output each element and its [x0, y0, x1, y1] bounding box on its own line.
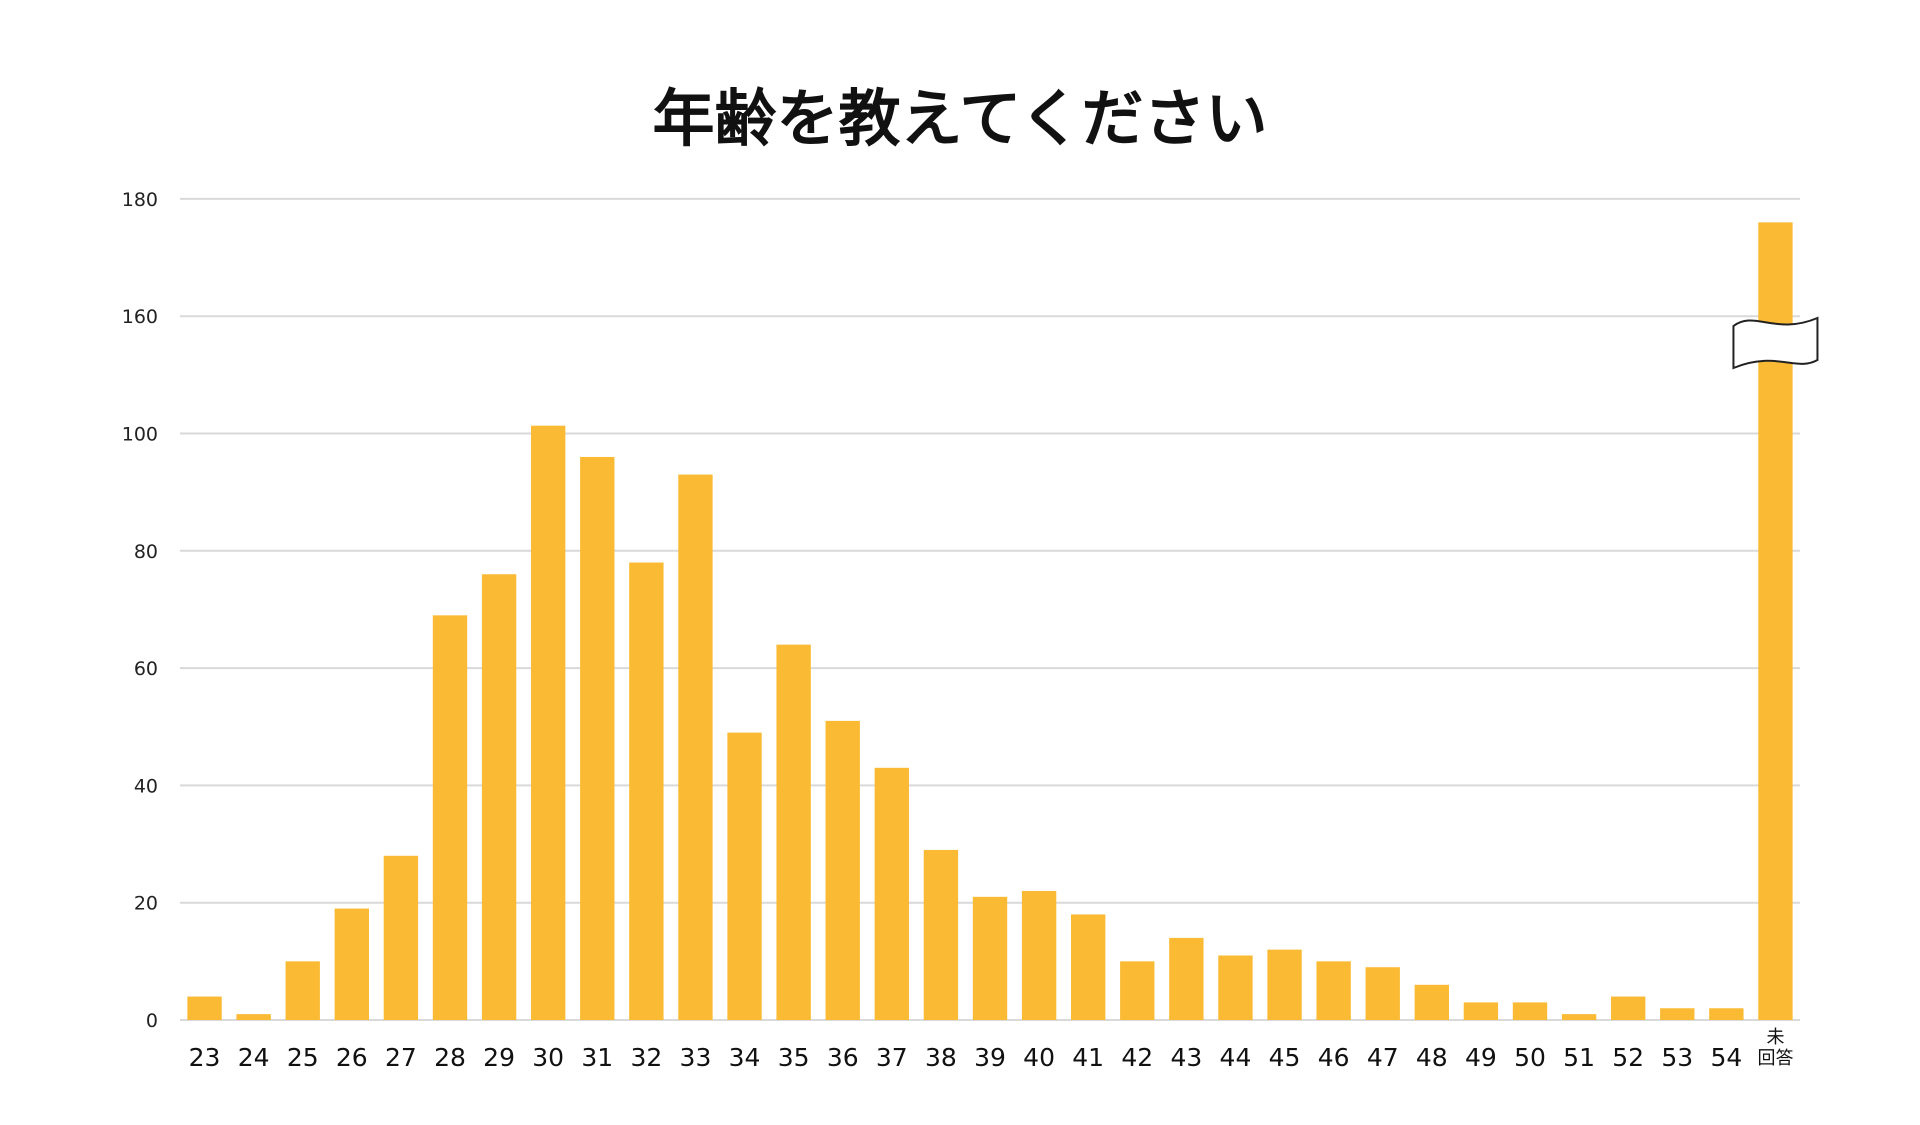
- bar: [874, 767, 909, 1020]
- bar: [923, 849, 959, 1020]
- y-axis-ticks: 0 20 40 60 80 100 160 180: [122, 189, 158, 1032]
- bar: [481, 574, 517, 1020]
- x-tick-label: 27: [385, 1043, 417, 1072]
- bar: [1463, 1002, 1499, 1020]
- bar: [1709, 1008, 1744, 1020]
- bar: [1611, 996, 1646, 1020]
- bar: [1267, 949, 1302, 1020]
- bar: [825, 720, 860, 1020]
- bar: [334, 908, 369, 1020]
- bar: [972, 896, 1008, 1020]
- x-tick-label: 41: [1072, 1043, 1104, 1072]
- x-tick-label: 35: [778, 1043, 810, 1072]
- bar: [236, 1014, 271, 1020]
- y-tick-label: 80: [134, 541, 158, 563]
- bar: [1169, 937, 1204, 1020]
- chart-title: 年齢を教えてください: [652, 82, 1267, 155]
- bar: [531, 425, 566, 1020]
- bar: [1071, 914, 1106, 1020]
- bar: [383, 855, 419, 1020]
- x-tick-label: 52: [1612, 1043, 1644, 1072]
- bar: [580, 456, 615, 1021]
- bar: [285, 961, 320, 1020]
- axis-break-marker: [1732, 316, 1819, 370]
- x-tick-label: 46: [1318, 1043, 1350, 1072]
- grid-lines: [180, 197, 1800, 1021]
- x-tick-label: 47: [1367, 1043, 1399, 1072]
- y-tick-label: 160: [122, 306, 158, 328]
- bar: [1021, 890, 1057, 1020]
- x-tick-label: 23: [189, 1043, 221, 1072]
- x-tick-label: 32: [630, 1043, 662, 1072]
- bar: [1218, 955, 1253, 1020]
- bar: [1660, 1008, 1695, 1020]
- x-tick-label: 48: [1416, 1043, 1448, 1072]
- x-tick-label: 51: [1563, 1043, 1595, 1072]
- bars: [187, 222, 1793, 1021]
- bar: [1414, 984, 1449, 1020]
- x-tick-label: 28: [434, 1043, 466, 1072]
- x-tick-label: 40: [1023, 1043, 1055, 1072]
- x-tick-label: 43: [1170, 1043, 1202, 1072]
- y-tick-label: 60: [134, 658, 158, 680]
- y-tick-label: 100: [122, 424, 158, 446]
- bar: [187, 996, 222, 1020]
- x-tick-label: 49: [1465, 1043, 1497, 1072]
- bar: [1316, 961, 1351, 1020]
- y-tick-label: 20: [134, 893, 158, 915]
- x-tick-label: 36: [827, 1043, 859, 1072]
- x-tick-label: 44: [1220, 1043, 1252, 1072]
- bar: [629, 562, 664, 1020]
- bar: [1365, 967, 1400, 1020]
- y-tick-label: 40: [134, 775, 158, 797]
- x-tick-label: 53: [1661, 1043, 1693, 1072]
- x-tick-label: 30: [532, 1043, 564, 1072]
- x-tick-label: 37: [876, 1043, 908, 1072]
- x-tick-label: 42: [1121, 1043, 1153, 1072]
- bar: [1512, 1002, 1548, 1020]
- bar: [432, 615, 468, 1020]
- x-tick-label: 34: [729, 1043, 761, 1072]
- x-tick-label: 54: [1710, 1043, 1742, 1072]
- x-tick-label: 26: [336, 1043, 368, 1072]
- x-tick-label: 39: [974, 1043, 1006, 1072]
- x-tick-label: 33: [680, 1043, 712, 1072]
- x-tick-label: 31: [581, 1043, 613, 1072]
- x-tick-label: 29: [483, 1043, 515, 1072]
- bar: [727, 732, 762, 1020]
- bar: [1120, 961, 1155, 1020]
- y-tick-label: 180: [122, 189, 158, 211]
- x-tick-label: 24: [238, 1043, 270, 1072]
- x-tick-label: 38: [925, 1043, 957, 1072]
- x-tick-label: 25: [287, 1043, 319, 1072]
- bar: [1561, 1014, 1597, 1020]
- bar: [776, 644, 811, 1020]
- x-tick-label: 50: [1514, 1043, 1546, 1072]
- y-tick-label: 0: [146, 1010, 158, 1032]
- x-tick-label: 未回答: [1757, 1027, 1793, 1069]
- axis-break: [1732, 316, 1819, 370]
- x-tick-label: 45: [1269, 1043, 1301, 1072]
- bar: [678, 474, 713, 1020]
- x-axis-ticks: 23 24 25 26 27 28 29 30 31 32 33 34 35 36 37 38 39 40 41 42…: [189, 1027, 1794, 1072]
